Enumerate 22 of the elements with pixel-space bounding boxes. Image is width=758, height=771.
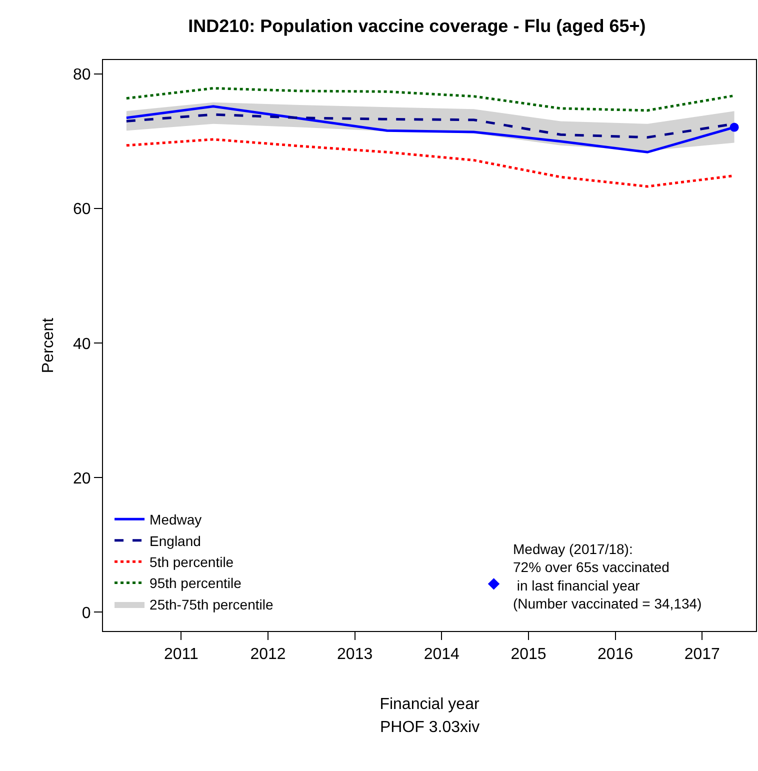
x-tick-label: 2012	[250, 646, 286, 664]
y-tick-label: 60	[73, 201, 91, 218]
x-tick-label: 2013	[337, 646, 373, 664]
x-tick-label: 2015	[510, 646, 546, 664]
annotation: Medway (2017/18): 72% over 65s vaccinated in last financial year (Number vaccinated = 34,134)	[513, 541, 702, 612]
x-tick-label: 2017	[684, 646, 720, 664]
x-tick-label: 2016	[598, 646, 634, 664]
y-tick-label: 20	[73, 470, 91, 488]
legend-label: 5th percentile	[150, 554, 234, 570]
x-tick-label: 2011	[164, 646, 198, 664]
y-axis-title: Percent	[40, 317, 57, 374]
x-tick-label: 2014	[424, 646, 460, 664]
text: PHOF 3.03xiv	[380, 719, 480, 736]
legend-label: 25th-75th percentile	[150, 596, 274, 612]
x-axis-title: Financial year	[380, 696, 480, 713]
y-tick-label: 0	[82, 604, 91, 622]
legend-label: England	[150, 532, 201, 549]
y-tick-label: 40	[73, 336, 91, 353]
legend-label: Medway	[150, 512, 202, 528]
legend-label: 95th percentile	[150, 575, 242, 592]
y-tick-label: 80	[73, 66, 91, 84]
chart-title: IND210: Population vaccine coverage - Flu (aged 65+)	[188, 16, 646, 36]
